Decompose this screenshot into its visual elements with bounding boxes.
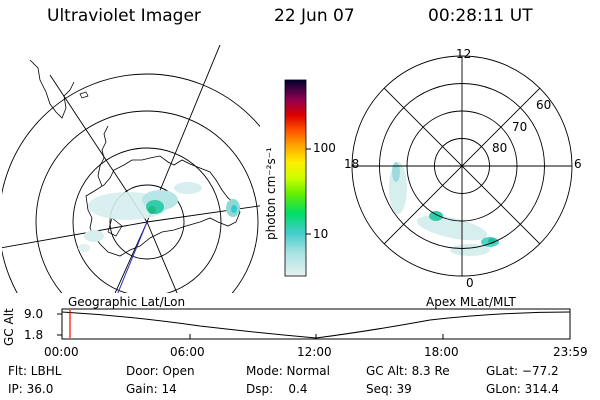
latitude-circle — [109, 184, 185, 260]
aurora-patch — [429, 211, 443, 221]
mlat-label: 80 — [492, 141, 508, 155]
observation-time: 00:28:11 UT — [428, 6, 533, 26]
south-america-coastline — [29, 59, 75, 119]
ip-value: IP: 36.0 — [8, 382, 54, 396]
mlat-label: 60 — [536, 98, 552, 112]
aurora-patch — [78, 244, 90, 252]
color-bar — [284, 79, 311, 277]
aurora-patch — [416, 215, 488, 241]
mlt-label-dawn: 6 — [574, 157, 582, 171]
terminator-line — [117, 221, 148, 293]
latitude-circle — [72, 147, 222, 293]
longitude-line — [2, 221, 148, 249]
mlt-label-midnight: 0 — [466, 276, 474, 290]
altitude-curve — [61, 311, 571, 339]
mlt-meridian-diagonal — [383, 87, 541, 245]
door-status: Door: Open — [126, 364, 195, 378]
observation-date: 22 Jun 07 — [274, 6, 355, 26]
time-tick-label: 18:00 — [424, 345, 459, 359]
mlt-label-dusk: 18 — [344, 157, 360, 171]
geographic-latitude: GLat: −77.2 — [486, 364, 559, 378]
geographic-caption: Geographic Lat/Lon — [68, 295, 186, 309]
mlat-label: 70 — [512, 120, 528, 134]
geographic-longitude: GLon: 314.4 — [486, 382, 559, 396]
gc-altitude-value: GC Alt: 8.3 Re — [366, 364, 450, 378]
magnetic-polar-plot — [351, 55, 573, 277]
altitude-axis-label: GC Alt — [2, 308, 16, 346]
altitude-tick-label: 1.8 — [24, 328, 44, 342]
aurora-emission — [78, 182, 240, 252]
time-tick-label: 00:00 — [44, 345, 79, 359]
ice-shelf-outline — [107, 217, 123, 237]
geographic-map — [2, 45, 260, 293]
longitude-line — [146, 205, 260, 223]
mode-value: Mode: Normal — [246, 364, 330, 378]
antarctic-peninsula — [97, 125, 109, 187]
magnetic-caption: Apex MLat/MLT — [426, 295, 516, 309]
aurora-patch — [392, 162, 400, 182]
colorbar-unit-label: photon cm⁻²s⁻¹ — [264, 147, 278, 240]
colorbar-tick-label: 100 — [313, 141, 336, 155]
filter-value: Flt: LBHL — [8, 364, 62, 378]
aurora-patch — [174, 182, 202, 194]
time-tick-label: 12:00 — [297, 345, 332, 359]
aurora-patch — [450, 244, 490, 256]
altitude-panel — [57, 308, 571, 340]
latitude-circle — [2, 73, 260, 293]
falkland-islands — [79, 91, 89, 99]
latitude-circle — [35, 110, 259, 293]
time-tick-label: 23:59 — [553, 345, 588, 359]
sequence-value: Seq: 39 — [366, 382, 412, 396]
altitude-tick-label: 9.0 — [24, 307, 44, 321]
color-scale — [284, 79, 307, 277]
colorbar-tick-label: 10 — [313, 227, 329, 241]
longitude-line — [146, 221, 178, 293]
mlt-label-noon: 12 — [456, 47, 472, 61]
instrument-title: Ultraviolet Imager — [47, 6, 201, 26]
time-tick-label: 06:00 — [170, 345, 205, 359]
dsp-value: Dsp: 0.4 — [246, 382, 308, 396]
aurora-patch — [231, 205, 237, 213]
gain-value: Gain: 14 — [126, 382, 177, 396]
aurora-patch — [84, 230, 104, 242]
aurora-patch — [148, 206, 156, 214]
